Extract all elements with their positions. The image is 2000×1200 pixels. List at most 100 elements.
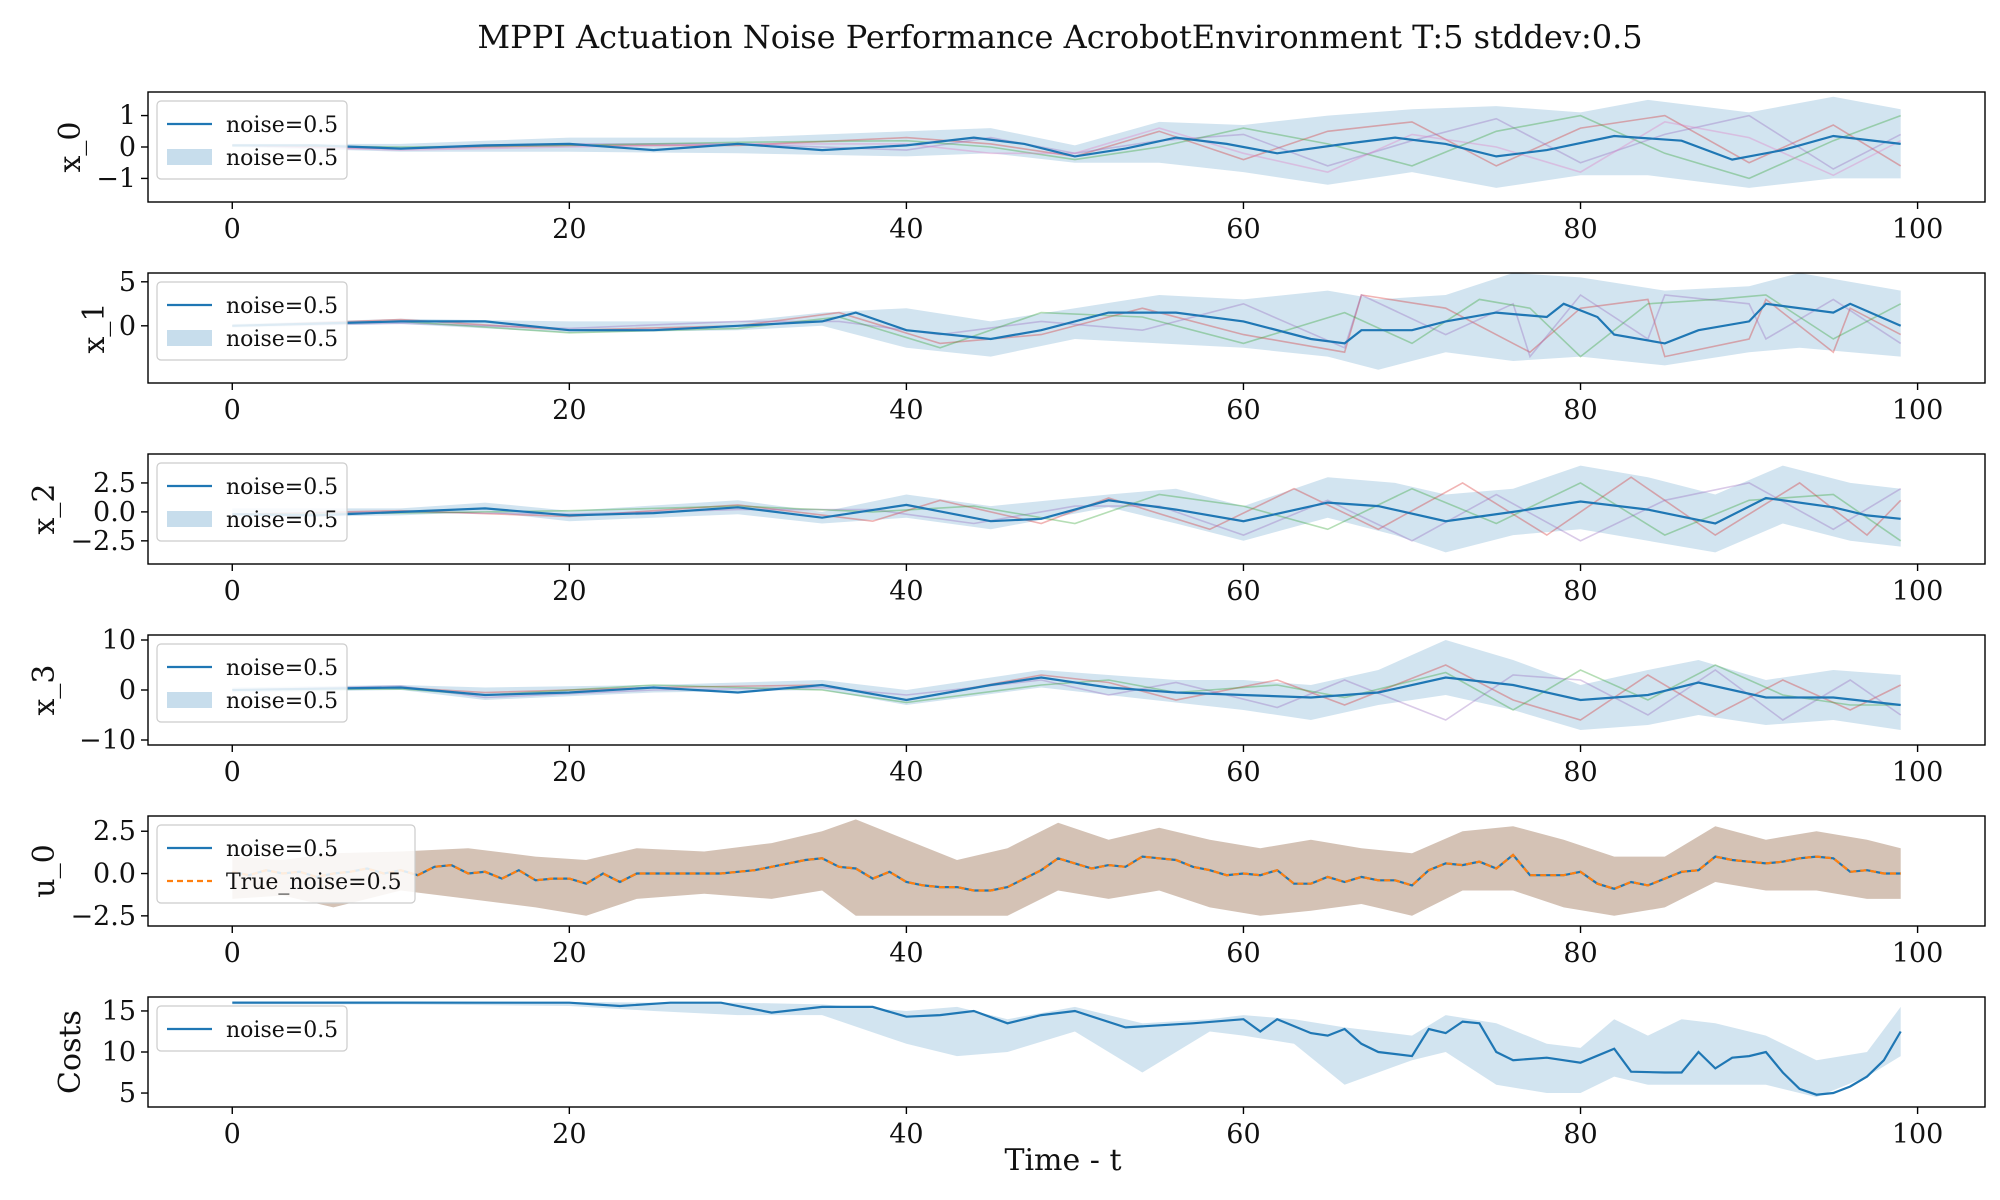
y-tick-label: 2.5 xyxy=(93,468,136,499)
series-line-mean xyxy=(232,676,1901,707)
x-tick-label: 0 xyxy=(224,757,241,788)
y-tick-label: 2.5 xyxy=(93,816,136,847)
series-line-mean xyxy=(232,853,1901,892)
subplot-x_3: 0 20 40 60 80 100 −10 0 10 x_3 noise=0.5 noise=0.5 xyxy=(27,625,1986,788)
legend-label: noise=0.5 xyxy=(226,837,338,862)
x-tick-label: 20 xyxy=(552,938,586,969)
confidence-band xyxy=(232,273,1901,370)
confidence-band xyxy=(232,465,1901,553)
legend: noise=0.5 noise=0.5 xyxy=(156,643,348,723)
y-tick-label: 0.0 xyxy=(93,859,136,890)
y-axis-label: x_0 xyxy=(53,121,88,172)
x-tick-label: 40 xyxy=(889,395,923,426)
x-tick-label: 60 xyxy=(1226,576,1260,607)
x-tick-label: 0 xyxy=(224,1119,241,1150)
sample-trajectory xyxy=(232,294,1902,358)
legend-label: True_noise=0.5 xyxy=(226,870,402,895)
confidence-band xyxy=(232,819,1901,916)
legend-label: noise=0.5 xyxy=(226,689,338,714)
legend: noise=0.5 xyxy=(156,1005,348,1052)
x-tick-label: 100 xyxy=(1892,395,1944,426)
legend-label: noise=0.5 xyxy=(226,113,338,138)
x-tick-label: 60 xyxy=(1226,395,1260,426)
x-tick-label: 0 xyxy=(224,214,241,245)
y-tick-label: 0 xyxy=(119,675,136,706)
series-line-mean xyxy=(232,1001,1902,1096)
x-tick-label: 80 xyxy=(1563,938,1597,969)
subplot-x_1: 0 20 40 60 80 100 0 5x_1 noise=0.5 noise=0.5 xyxy=(77,267,1986,426)
x-tick-label: 60 xyxy=(1226,938,1260,969)
legend-box xyxy=(156,1005,348,1052)
legend-box xyxy=(156,824,416,904)
sample-trajectory xyxy=(232,293,1902,359)
legend-label: noise=0.5 xyxy=(226,327,338,352)
sample-trajectory xyxy=(232,669,1902,721)
legend-box xyxy=(156,281,348,361)
legend-swatch-band xyxy=(167,511,212,527)
x-tick-label: 20 xyxy=(552,1119,586,1150)
subplot-Costs: 0 20 40 60 80 100 5 10 15 Costs noise=0.5 xyxy=(53,996,1986,1150)
plot-area xyxy=(232,640,1902,730)
x-tick-label: 100 xyxy=(1892,576,1944,607)
legend-label: noise=0.5 xyxy=(226,656,338,681)
legend: noise=0.5 noise=0.5 xyxy=(156,281,348,361)
x-tick-label: 80 xyxy=(1563,1119,1597,1150)
legend-swatch-band xyxy=(167,692,212,708)
x-tick-label: 100 xyxy=(1892,214,1944,245)
axes-frame xyxy=(147,453,1986,565)
confidence-band xyxy=(232,96,1901,188)
legend-label: noise=0.5 xyxy=(226,1018,338,1043)
legend-label: noise=0.5 xyxy=(226,294,338,319)
y-axis-label: x_2 xyxy=(27,483,62,534)
legend-swatch-band xyxy=(167,330,212,346)
x-tick-label: 0 xyxy=(224,395,241,426)
x-tick-label: 40 xyxy=(889,214,923,245)
plot-area xyxy=(232,1001,1902,1098)
x-tick-label: 20 xyxy=(552,576,586,607)
y-tick-label: 5 xyxy=(119,267,136,298)
legend-box xyxy=(156,100,348,180)
x-tick-label: 20 xyxy=(552,757,586,788)
plot-area xyxy=(232,465,1902,553)
x-tick-label: 60 xyxy=(1226,1119,1260,1150)
axes-frame xyxy=(147,272,1986,384)
y-axis-label: u_0 xyxy=(27,844,62,897)
x-tick-label: 20 xyxy=(552,214,586,245)
x-tick-label: 20 xyxy=(552,395,586,426)
y-tick-label: 10 xyxy=(102,625,136,656)
y-tick-label: 10 xyxy=(102,1037,136,1068)
plot-area xyxy=(232,819,1901,916)
x-tick-label: 40 xyxy=(889,757,923,788)
plot-area xyxy=(232,96,1902,188)
subplot-x_2: 0 20 40 60 80 100−2.50.02.5x_2 noise=0.5noise=… xyxy=(27,453,1986,607)
y-tick-label: −1 xyxy=(96,163,136,194)
y-tick-label: 0.0 xyxy=(93,497,136,528)
legend: noise=0.5 True_noise=0.5 xyxy=(156,824,416,904)
plot-area xyxy=(232,273,1902,370)
legend: noise=0.5 noise=0.5 xyxy=(156,462,348,542)
sample-trajectory xyxy=(232,294,1902,358)
x-tick-label: 40 xyxy=(889,1119,923,1150)
x-tick-label: 40 xyxy=(889,576,923,607)
series-line-mean xyxy=(232,134,1901,161)
sample-trajectory xyxy=(232,114,1902,170)
x-tick-label: 40 xyxy=(889,938,923,969)
chart-title: MPPI Actuation Noise Performance Acrobot… xyxy=(477,18,1642,56)
x-tick-label: 80 xyxy=(1563,395,1597,426)
y-tick-label: −10 xyxy=(79,725,136,756)
sample-trajectory xyxy=(232,664,1901,711)
sample-trajectory xyxy=(232,114,1901,180)
y-tick-label: 1 xyxy=(119,101,136,132)
confidence-band xyxy=(232,1001,1901,1098)
sample-trajectory xyxy=(232,121,1902,177)
legend-box xyxy=(156,643,348,723)
confidence-band xyxy=(232,640,1901,730)
y-tick-label: 0 xyxy=(119,311,136,342)
legend-label: noise=0.5 xyxy=(226,475,338,500)
x-tick-label: 80 xyxy=(1563,214,1597,245)
series-line-mean xyxy=(232,302,1902,345)
x-tick-label: 80 xyxy=(1563,576,1597,607)
